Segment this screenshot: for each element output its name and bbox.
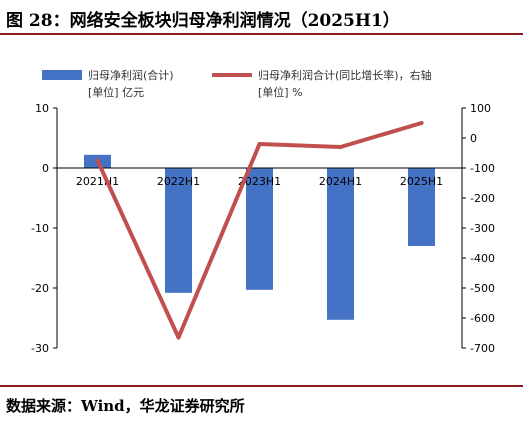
growth-point	[176, 335, 181, 340]
category-label: 2023H1	[238, 175, 281, 188]
figure-title: 图 28：网络安全板块归母净利润情况（2025H1）	[6, 11, 400, 31]
right-tick-label: 0	[470, 132, 477, 145]
legend-line-unit: [单位] %	[258, 85, 303, 99]
left-tick-label: -20	[31, 282, 49, 295]
right-tick-label: -200	[470, 192, 495, 205]
right-tick-label: -100	[470, 162, 495, 175]
bar	[327, 168, 354, 320]
category-label: 2021H1	[76, 175, 119, 188]
growth-point	[338, 145, 343, 149]
right-tick-label: -700	[470, 342, 495, 355]
bar	[408, 168, 435, 246]
legend-line-label: 归母净利润合计(同比增长率)，右轴	[258, 68, 432, 82]
title-divider	[0, 33, 523, 35]
bar	[165, 168, 192, 293]
right-tick-label: -300	[470, 222, 495, 235]
right-tick-label: -600	[470, 312, 495, 325]
category-label: 2024H1	[319, 175, 362, 188]
legend-bar-unit: [单位] 亿元	[88, 85, 144, 99]
legend-bar-swatch	[42, 70, 82, 80]
left-tick-label: 0	[42, 162, 49, 175]
category-label: 2022H1	[157, 175, 200, 188]
left-tick-label: -30	[31, 342, 49, 355]
right-tick-label: -400	[470, 252, 495, 265]
category-label: 2025H1	[400, 175, 443, 188]
growth-point	[419, 121, 424, 125]
growth-point	[257, 142, 262, 146]
source-note: 数据来源：Wind，华龙证券研究所	[6, 397, 245, 415]
right-tick-label: 100	[470, 102, 491, 115]
legend-bar-label: 归母净利润(合计)	[88, 68, 174, 82]
growth-point	[95, 158, 100, 163]
bar	[246, 168, 273, 290]
source-divider	[0, 385, 523, 387]
left-tick-label: -10	[31, 222, 49, 235]
right-tick-label: -500	[470, 282, 495, 295]
left-tick-label: 10	[35, 102, 49, 115]
